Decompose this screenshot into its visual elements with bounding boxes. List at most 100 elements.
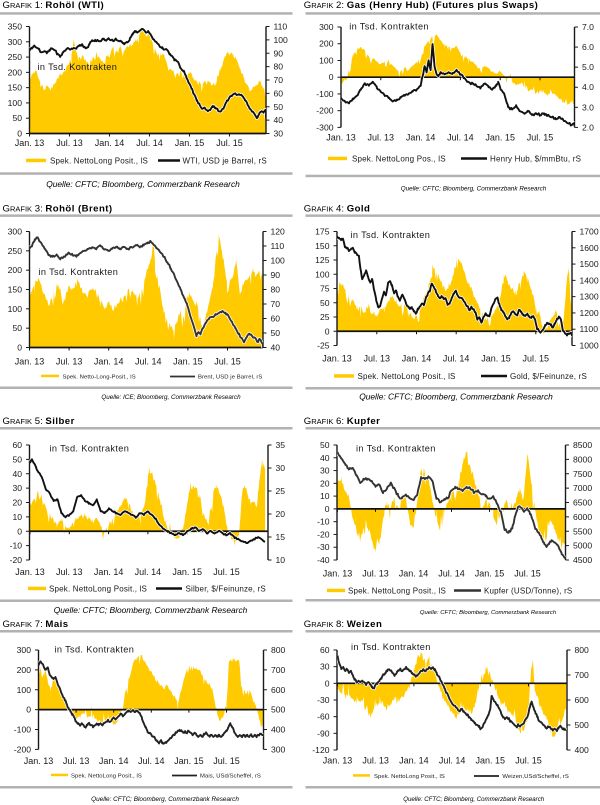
svg-text:5.0: 5.0	[582, 62, 594, 72]
svg-text:600: 600	[271, 685, 286, 695]
svg-text:200: 200	[8, 265, 23, 275]
svg-text:8500: 8500	[573, 440, 592, 450]
svg-text:GRAFIK 4: Gold: GRAFIK 4: Gold	[304, 204, 371, 215]
svg-text:50: 50	[12, 454, 22, 464]
svg-text:25: 25	[276, 486, 286, 496]
svg-text:20: 20	[12, 498, 22, 508]
svg-text:-100: -100	[14, 725, 31, 735]
svg-text:6500: 6500	[573, 498, 592, 508]
svg-text:Quelle: CFTC; Bloomberg, Comme: Quelle: CFTC; Bloomberg, Commerzbank Res…	[54, 605, 248, 615]
svg-text:Henry Hub, $/mmBtu, rS: Henry Hub, $/mmBtu, rS	[490, 154, 581, 163]
svg-text:Spek. NettoLong Posit., lS: Spek. NettoLong Posit., lS	[71, 774, 142, 780]
svg-text:GRAFIK 8: Weizen: GRAFIK 8: Weizen	[304, 619, 382, 630]
svg-text:1400: 1400	[580, 275, 599, 285]
svg-text:100: 100	[319, 55, 334, 65]
svg-text:Jan. 13: Jan. 13	[15, 138, 45, 148]
svg-text:Jul. 15: Jul. 15	[514, 569, 541, 579]
svg-text:0: 0	[17, 129, 22, 139]
svg-text:800: 800	[575, 645, 590, 655]
svg-text:0: 0	[26, 705, 31, 715]
svg-text:10: 10	[320, 491, 330, 501]
svg-text:Jul. 15: Jul. 15	[213, 567, 240, 577]
svg-text:100: 100	[8, 304, 23, 314]
svg-text:100: 100	[8, 98, 23, 108]
svg-text:125: 125	[315, 255, 330, 265]
svg-text:Jan. 13: Jan. 13	[323, 569, 353, 579]
svg-text:20: 20	[320, 478, 330, 488]
svg-text:-40: -40	[317, 555, 330, 565]
svg-text:300: 300	[8, 37, 23, 47]
svg-text:80: 80	[271, 285, 281, 295]
svg-text:GRAFIK 5: Silber: GRAFIK 5: Silber	[3, 416, 75, 427]
svg-text:Brent, USD je Barrel, rS: Brent, USD je Barrel, rS	[198, 375, 262, 381]
svg-text:in Tsd. Kontrakten: in Tsd. Kontrakten	[351, 230, 431, 240]
svg-text:Jan. 15: Jan. 15	[174, 756, 204, 766]
svg-text:110: 110	[271, 241, 285, 251]
svg-text:Jul. 13: Jul. 13	[362, 569, 389, 579]
svg-text:Spek. NettoLong Posit., lS: Spek. NettoLong Posit., lS	[49, 584, 147, 593]
svg-text:in Tsd. Kontrakten: in Tsd. Kontrakten	[38, 62, 118, 72]
svg-text:Jan. 15: Jan. 15	[481, 353, 511, 363]
svg-text:Spek. NettoLong Posit., lS: Spek. NettoLong Posit., lS	[348, 586, 446, 595]
svg-text:-100: -100	[316, 89, 333, 99]
svg-text:Quelle: CFTC; Bloomberg, Comme: Quelle: CFTC; Bloomberg, Commerzbank Res…	[359, 392, 553, 402]
svg-text:Jul. 13: Jul. 13	[362, 756, 389, 766]
svg-text:-90: -90	[317, 728, 330, 738]
svg-text:in Tsd. Kontrakten: in Tsd. Kontrakten	[351, 642, 431, 652]
svg-text:-120: -120	[312, 745, 329, 755]
svg-text:Jul. 14: Jul. 14	[438, 569, 465, 579]
svg-text:90: 90	[274, 48, 284, 58]
svg-text:10: 10	[276, 555, 286, 565]
svg-text:1300: 1300	[580, 292, 599, 302]
svg-text:110: 110	[274, 22, 288, 32]
svg-text:250: 250	[8, 52, 23, 62]
svg-text:Jul. 15: Jul. 15	[523, 353, 550, 363]
svg-text:90: 90	[271, 270, 281, 280]
svg-text:Jul. 15: Jul. 15	[216, 138, 243, 148]
svg-text:10: 10	[12, 512, 22, 522]
svg-text:Quelle: CFTC; Bloomberg, Comme: Quelle: CFTC; Bloomberg, Commerzbank Res…	[403, 796, 544, 803]
svg-text:GRAFIK 3: Rohöl (Brent): GRAFIK 3: Rohöl (Brent)	[3, 204, 113, 215]
svg-text:4500: 4500	[573, 555, 592, 565]
svg-text:Quelle: CFTC; Bloomberg, Comme: Quelle: CFTC; Bloomberg, Commerzbank Res…	[401, 186, 547, 193]
svg-text:40: 40	[12, 469, 22, 479]
svg-text:Jul. 14: Jul. 14	[447, 133, 474, 143]
svg-text:6.0: 6.0	[582, 42, 594, 52]
svg-text:Jan. 15: Jan. 15	[172, 567, 202, 577]
svg-text:Mais, USd/Scheffel, rS: Mais, USd/Scheffel, rS	[200, 774, 261, 780]
svg-text:Jul. 14: Jul. 14	[443, 353, 470, 363]
svg-text:7.0: 7.0	[582, 22, 594, 32]
svg-text:150: 150	[315, 241, 330, 251]
svg-text:GRAFIK 2: Gas (Henry Hub) (Fut: GRAFIK 2: Gas (Henry Hub) (Futures plus …	[304, 0, 538, 11]
svg-text:Jan. 14: Jan. 14	[406, 133, 436, 143]
svg-text:GRAFIK 6: Kupfer: GRAFIK 6: Kupfer	[304, 416, 381, 427]
svg-text:60: 60	[271, 314, 281, 324]
svg-text:70: 70	[274, 75, 284, 85]
svg-text:Spek. Netto-Long-Posit., lS: Spek. Netto-Long-Posit., lS	[63, 375, 136, 381]
svg-text:250: 250	[8, 246, 23, 256]
svg-text:Jul. 13: Jul. 13	[56, 567, 83, 577]
svg-text:7000: 7000	[573, 483, 592, 493]
svg-text:2.0: 2.0	[582, 122, 594, 132]
svg-text:350: 350	[8, 22, 23, 32]
svg-text:Jan. 13: Jan. 13	[322, 353, 352, 363]
svg-text:100: 100	[17, 685, 32, 695]
svg-text:Quelle: CFTC; Bloomberg, Comme: Quelle: CFTC; Bloomberg, Commerzbank Res…	[420, 610, 556, 616]
svg-text:Jan. 14: Jan. 14	[402, 353, 432, 363]
svg-text:30: 30	[320, 662, 330, 672]
svg-text:30: 30	[276, 463, 286, 473]
svg-text:in Tsd. Kontrakten: in Tsd. Kontrakten	[349, 22, 429, 32]
svg-text:70: 70	[271, 299, 281, 309]
svg-text:80: 80	[274, 62, 284, 72]
svg-text:Jul. 13: Jul. 13	[56, 356, 83, 366]
svg-text:20: 20	[276, 509, 286, 519]
svg-text:60: 60	[12, 440, 22, 450]
svg-text:120: 120	[271, 227, 286, 237]
svg-text:Jul. 13: Jul. 13	[364, 353, 391, 363]
svg-text:-20: -20	[317, 529, 330, 539]
svg-text:150: 150	[8, 83, 23, 93]
svg-text:Jul. 14: Jul. 14	[136, 138, 163, 148]
svg-text:-20: -20	[10, 555, 23, 565]
svg-text:Jul. 14: Jul. 14	[135, 567, 162, 577]
svg-text:Jan. 14: Jan. 14	[399, 569, 429, 579]
